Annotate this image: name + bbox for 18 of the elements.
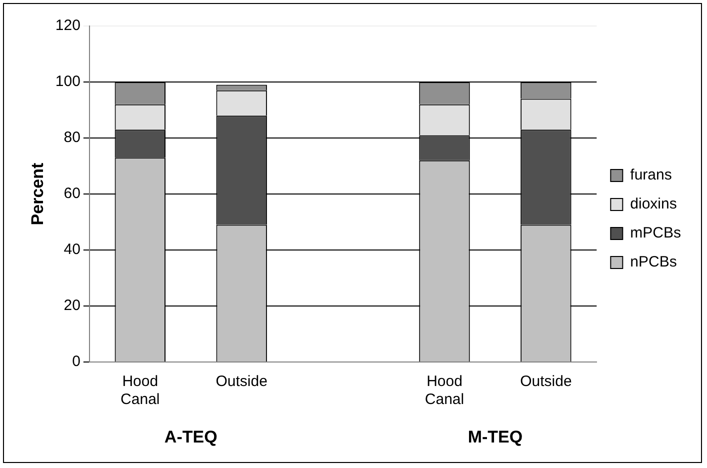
x-tick-label: Hood Canal [120,373,160,408]
y-tick-label: 80 [64,129,80,146]
legend-label: nPCBs [630,254,677,271]
y-tick-label: 0 [72,353,80,370]
x-tick-label: Hood Canal [424,373,464,408]
y-tick-label: 40 [64,241,80,258]
x-tick-label: Outside [520,373,572,390]
text: A-TEQ [164,428,218,447]
x-tick-label: Outside [216,373,268,390]
y-tick-label: 20 [64,297,80,314]
y-axis-title: Percent [28,162,47,226]
y-tick-label: 120 [55,17,80,34]
legend-label: furans [630,166,672,184]
text: M-TEQ [468,428,523,447]
legend-label: dioxins [630,196,677,213]
y-tick-label: 60 [64,185,80,202]
y-tick-label: 100 [55,73,80,90]
legend-label: mPCBs [630,224,682,242]
